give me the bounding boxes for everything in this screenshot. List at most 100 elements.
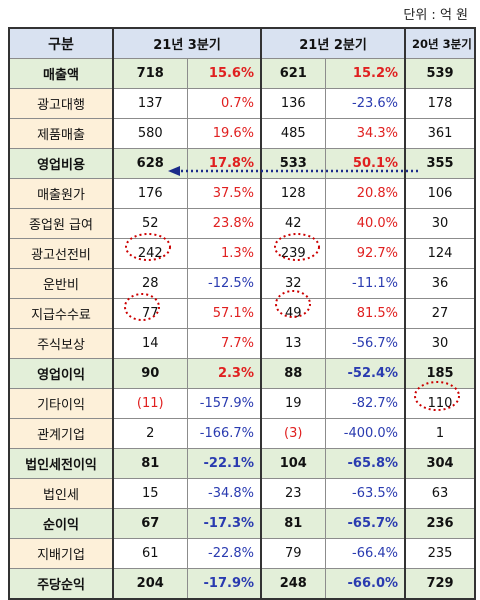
row-item-label: 법인세전이익 [8,448,114,479]
pct-21q3: -157.9% [186,388,262,419]
value-21q2: 621 [260,58,326,89]
pct-21q2: -63.5% [324,478,406,509]
value-21q2: 136 [260,88,326,119]
row-item-label: 영업비용 [8,148,114,179]
pct-21q3: 1.3% [186,238,262,269]
value-21q2: 79 [260,538,326,569]
pct-21q2: -11.1% [324,268,406,299]
value-21q3: 2 [112,418,188,449]
pct-21q2: 15.2% [324,58,406,89]
row-item-label: 광고대행 [8,88,114,119]
value-21q2: 13 [260,328,326,359]
header-item: 구분 [8,27,114,59]
value-21q2: (3) [260,418,326,449]
row-item-label: 관계기업 [8,418,114,449]
value-20q3: 63 [404,478,477,509]
pct-21q2: -23.6% [324,88,406,119]
value-21q2: 248 [260,568,326,600]
pct-21q2: -56.7% [324,328,406,359]
row-item-label: 기타이익 [8,388,114,419]
value-21q3: 137 [112,88,188,119]
value-21q2: 81 [260,508,326,539]
row-item-label: 법인세 [8,478,114,509]
value-21q2: 49 [260,298,326,329]
pct-21q3: -17.3% [186,508,262,539]
header-21q2: 21년 2분기 [260,27,406,59]
value-20q3: 729 [404,568,477,600]
value-20q3: 30 [404,328,477,359]
value-21q2: 239 [260,238,326,269]
row-item-label: 매출액 [8,58,114,89]
pct-21q2: 81.5% [324,298,406,329]
value-21q3: 15 [112,478,188,509]
header-row: 구분 21년 3분기 21년 2분기 20년 3분기 [8,27,477,59]
value-20q3: 236 [404,508,477,539]
row-item-label: 주식보상 [8,328,114,359]
value-21q3: 81 [112,448,188,479]
pct-21q2: -82.7% [324,388,406,419]
pct-21q3: 2.3% [186,358,262,389]
pct-21q2: 40.0% [324,208,406,239]
pct-21q2: -66.4% [324,538,406,569]
value-21q3: 61 [112,538,188,569]
row-item-label: 순이익 [8,508,114,539]
value-21q3: 718 [112,58,188,89]
value-21q3: 90 [112,358,188,389]
value-20q3: 304 [404,448,477,479]
pct-21q2: -65.7% [324,508,406,539]
value-20q3: 30 [404,208,477,239]
value-20q3: 539 [404,58,477,89]
pct-21q3: 19.6% [186,118,262,149]
row-item-label: 지배기업 [8,538,114,569]
value-21q2: 88 [260,358,326,389]
value-21q3: 176 [112,178,188,209]
value-21q3: 580 [112,118,188,149]
pct-21q3: -12.5% [186,268,262,299]
value-21q3: 14 [112,328,188,359]
table-row: 운반비 28 -12.5% 32 -11.1% 36 [8,268,477,299]
pct-21q2: 34.3% [324,118,406,149]
row-item-label: 운반비 [8,268,114,299]
value-21q2: 128 [260,178,326,209]
pct-21q2: -400.0% [324,418,406,449]
value-20q3: 185 [404,358,477,389]
value-21q2: 104 [260,448,326,479]
table-row: 제품매출 580 19.6% 485 34.3% 361 [8,118,477,149]
pct-21q2: -65.8% [324,448,406,479]
table-row: 종업원 급여 52 23.8% 42 40.0% 30 [8,208,477,239]
row-item-label: 제품매출 [8,118,114,149]
value-20q3: 124 [404,238,477,269]
pct-21q2: 92.7% [324,238,406,269]
table-row: 영업비용 628 17.8% 533 50.1% 355 [8,148,477,179]
value-20q3: 361 [404,118,477,149]
row-item-label: 지급수수료 [8,298,114,329]
row-item-label: 영업이익 [8,358,114,389]
table-row: 광고대행 137 0.7% 136 -23.6% 178 [8,88,477,119]
pct-21q3: -22.8% [186,538,262,569]
value-21q3: 52 [112,208,188,239]
pct-21q2: -66.0% [324,568,406,600]
header-21q3: 21년 3분기 [111,27,262,59]
table-row: 순이익 67 -17.3% 81 -65.7% 236 [8,508,477,539]
pct-21q3: -34.8% [186,478,262,509]
value-20q3: 106 [404,178,477,209]
table-row: 법인세 15 -34.8% 23 -63.5% 63 [8,478,477,509]
value-21q3: 77 [112,298,188,329]
row-item-label: 광고선전비 [8,238,114,269]
value-21q2: 19 [260,388,326,419]
table-row: 기타이익 (11) -157.9% 19 -82.7% 110 [8,388,477,419]
value-21q3: 628 [112,148,188,179]
value-20q3: 110 [404,388,477,419]
value-21q2: 23 [260,478,326,509]
pct-21q2: 20.8% [324,178,406,209]
table-row: 주식보상 14 7.7% 13 -56.7% 30 [8,328,477,359]
pct-21q3: -17.9% [186,568,262,600]
table-row: 영업이익 90 2.3% 88 -52.4% 185 [8,358,477,389]
pct-21q3: 23.8% [186,208,262,239]
value-21q2: 32 [260,268,326,299]
value-21q3: 67 [112,508,188,539]
pct-21q3: -22.1% [186,448,262,479]
pct-21q3: -166.7% [186,418,262,449]
pct-21q3: 37.5% [186,178,262,209]
value-21q2: 42 [260,208,326,239]
